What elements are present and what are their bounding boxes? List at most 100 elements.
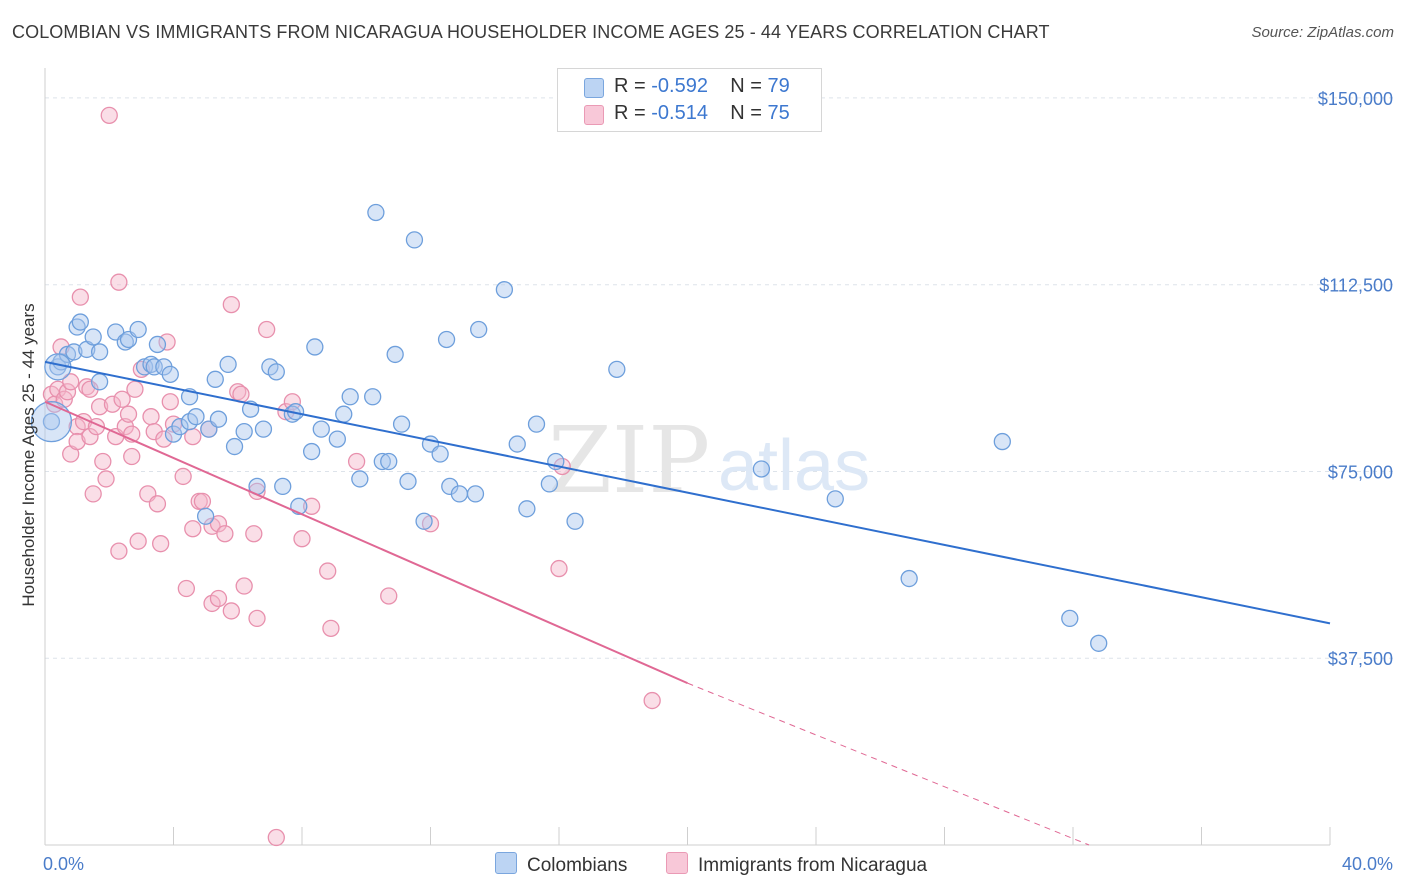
nicaragua-point	[209, 589, 228, 608]
colombian-point	[129, 320, 147, 339]
y-axis-label: Householder Income Ages 25 - 44 years	[19, 303, 38, 606]
colombian-point	[65, 343, 83, 361]
colombian-point	[145, 358, 163, 376]
colombian-point	[302, 442, 321, 461]
nicaragua-point	[245, 525, 263, 543]
colombian-point	[540, 475, 559, 493]
colombian-point	[450, 485, 469, 503]
trend-line-colombians	[44, 360, 1331, 625]
nicaragua-point	[81, 427, 99, 446]
nicaragua-point	[110, 273, 128, 291]
colombian-point	[386, 345, 404, 364]
legend-swatch-nicaragua	[584, 105, 604, 125]
nicaragua-point	[216, 525, 234, 543]
colombian-point	[495, 281, 514, 299]
legend-n-label: N =	[730, 102, 768, 124]
colombian-point	[90, 343, 109, 361]
colombian-point	[437, 330, 456, 349]
colombian-point	[405, 231, 424, 249]
nicaragua-point	[62, 373, 80, 391]
colombian-point	[312, 420, 330, 438]
colombian-point	[826, 490, 844, 508]
series-immigrants-nicaragua-points	[42, 106, 661, 847]
y-tick-label: $75,000	[1328, 462, 1393, 482]
colombian-point	[254, 420, 273, 438]
y-tick-label: $150,000	[1318, 89, 1393, 109]
colombian-point	[993, 432, 1011, 451]
colombian-point	[900, 569, 918, 588]
nicaragua-point	[97, 470, 115, 488]
colombian-point	[68, 318, 86, 336]
colombian-point	[351, 470, 369, 488]
nicaragua-point	[90, 398, 109, 416]
y-tick-labels: $37,500 $75,000 $112,500 $150,000	[1318, 89, 1393, 669]
y-tick-label: $37,500	[1328, 649, 1393, 669]
source-note: Source: ZipAtlas.com	[1251, 24, 1394, 41]
legend-label-nicaragua: Immigrants from Nicaragua	[698, 855, 928, 876]
nicaragua-point	[177, 579, 196, 598]
nicaragua-point	[267, 828, 285, 847]
colombian-point	[171, 417, 189, 436]
grid-lines	[45, 97, 1395, 659]
colombian-point	[373, 452, 391, 471]
nicaragua-point	[123, 447, 141, 466]
colombian-point	[161, 365, 179, 383]
colombian-point	[306, 338, 324, 356]
colombian-point	[392, 415, 411, 433]
nicaragua-point	[68, 432, 86, 451]
legend-swatch-nicaragua	[666, 852, 688, 874]
colombian-point	[84, 328, 102, 346]
nicaragua-point	[248, 609, 266, 628]
nicaragua-point	[293, 530, 311, 548]
legend-n-value: 75	[767, 102, 790, 124]
colombian-point	[466, 485, 485, 503]
colombian-point	[335, 405, 353, 423]
legend-r-label: R =	[614, 75, 652, 97]
colombian-point	[1061, 609, 1079, 628]
colombian-point	[196, 507, 215, 525]
colombian-point	[518, 500, 536, 518]
nicaragua-point	[302, 497, 321, 515]
trend-line-nicaragua-extension	[687, 682, 1090, 846]
colombian-point	[225, 437, 244, 456]
colombian-point	[508, 435, 526, 453]
y-tick-label: $112,500	[1319, 276, 1393, 296]
nicaragua-point	[113, 390, 131, 408]
colombian-point	[415, 512, 433, 530]
colombian-point	[30, 401, 73, 443]
colombian-point	[274, 477, 292, 496]
nicaragua-point	[222, 602, 240, 620]
colombian-point	[235, 422, 253, 441]
nicaragua-point	[126, 380, 144, 398]
colombian-point	[148, 335, 167, 354]
colombian-point	[90, 373, 109, 391]
colombian-point	[527, 415, 546, 433]
nicaragua-point	[209, 515, 228, 533]
colombian-point	[380, 452, 398, 471]
colombian-point	[566, 512, 584, 530]
nicaragua-point	[161, 393, 179, 411]
nicaragua-point	[155, 430, 173, 448]
nicaragua-point	[347, 452, 366, 471]
nicaragua-point	[100, 106, 118, 125]
axes	[44, 68, 1331, 846]
chart-title: COLOMBIAN VS IMMIGRANTS FROM NICARAGUA H…	[12, 22, 1050, 42]
nicaragua-point	[103, 395, 122, 413]
nicaragua-point	[84, 485, 102, 503]
colombian-point	[1090, 634, 1108, 652]
colombian-point	[42, 413, 61, 431]
legend-item-nicaragua[interactable]: Immigrants from Nicaragua	[666, 852, 927, 877]
stats-legend: R = -0.592 N = 79 R = -0.514 N = 75	[557, 68, 822, 132]
nicaragua-point	[174, 467, 192, 486]
colombian-point	[71, 313, 89, 331]
colombian-point	[328, 430, 346, 448]
colombian-point	[431, 445, 449, 463]
legend-r-value: -0.592	[651, 75, 708, 97]
nicaragua-point	[129, 532, 147, 550]
nicaragua-point	[319, 562, 337, 580]
colombian-point	[219, 355, 237, 374]
legend-label-colombians: Colombians	[527, 855, 628, 876]
nicaragua-point	[258, 320, 276, 339]
legend-item-colombians[interactable]: Colombians	[495, 852, 627, 877]
